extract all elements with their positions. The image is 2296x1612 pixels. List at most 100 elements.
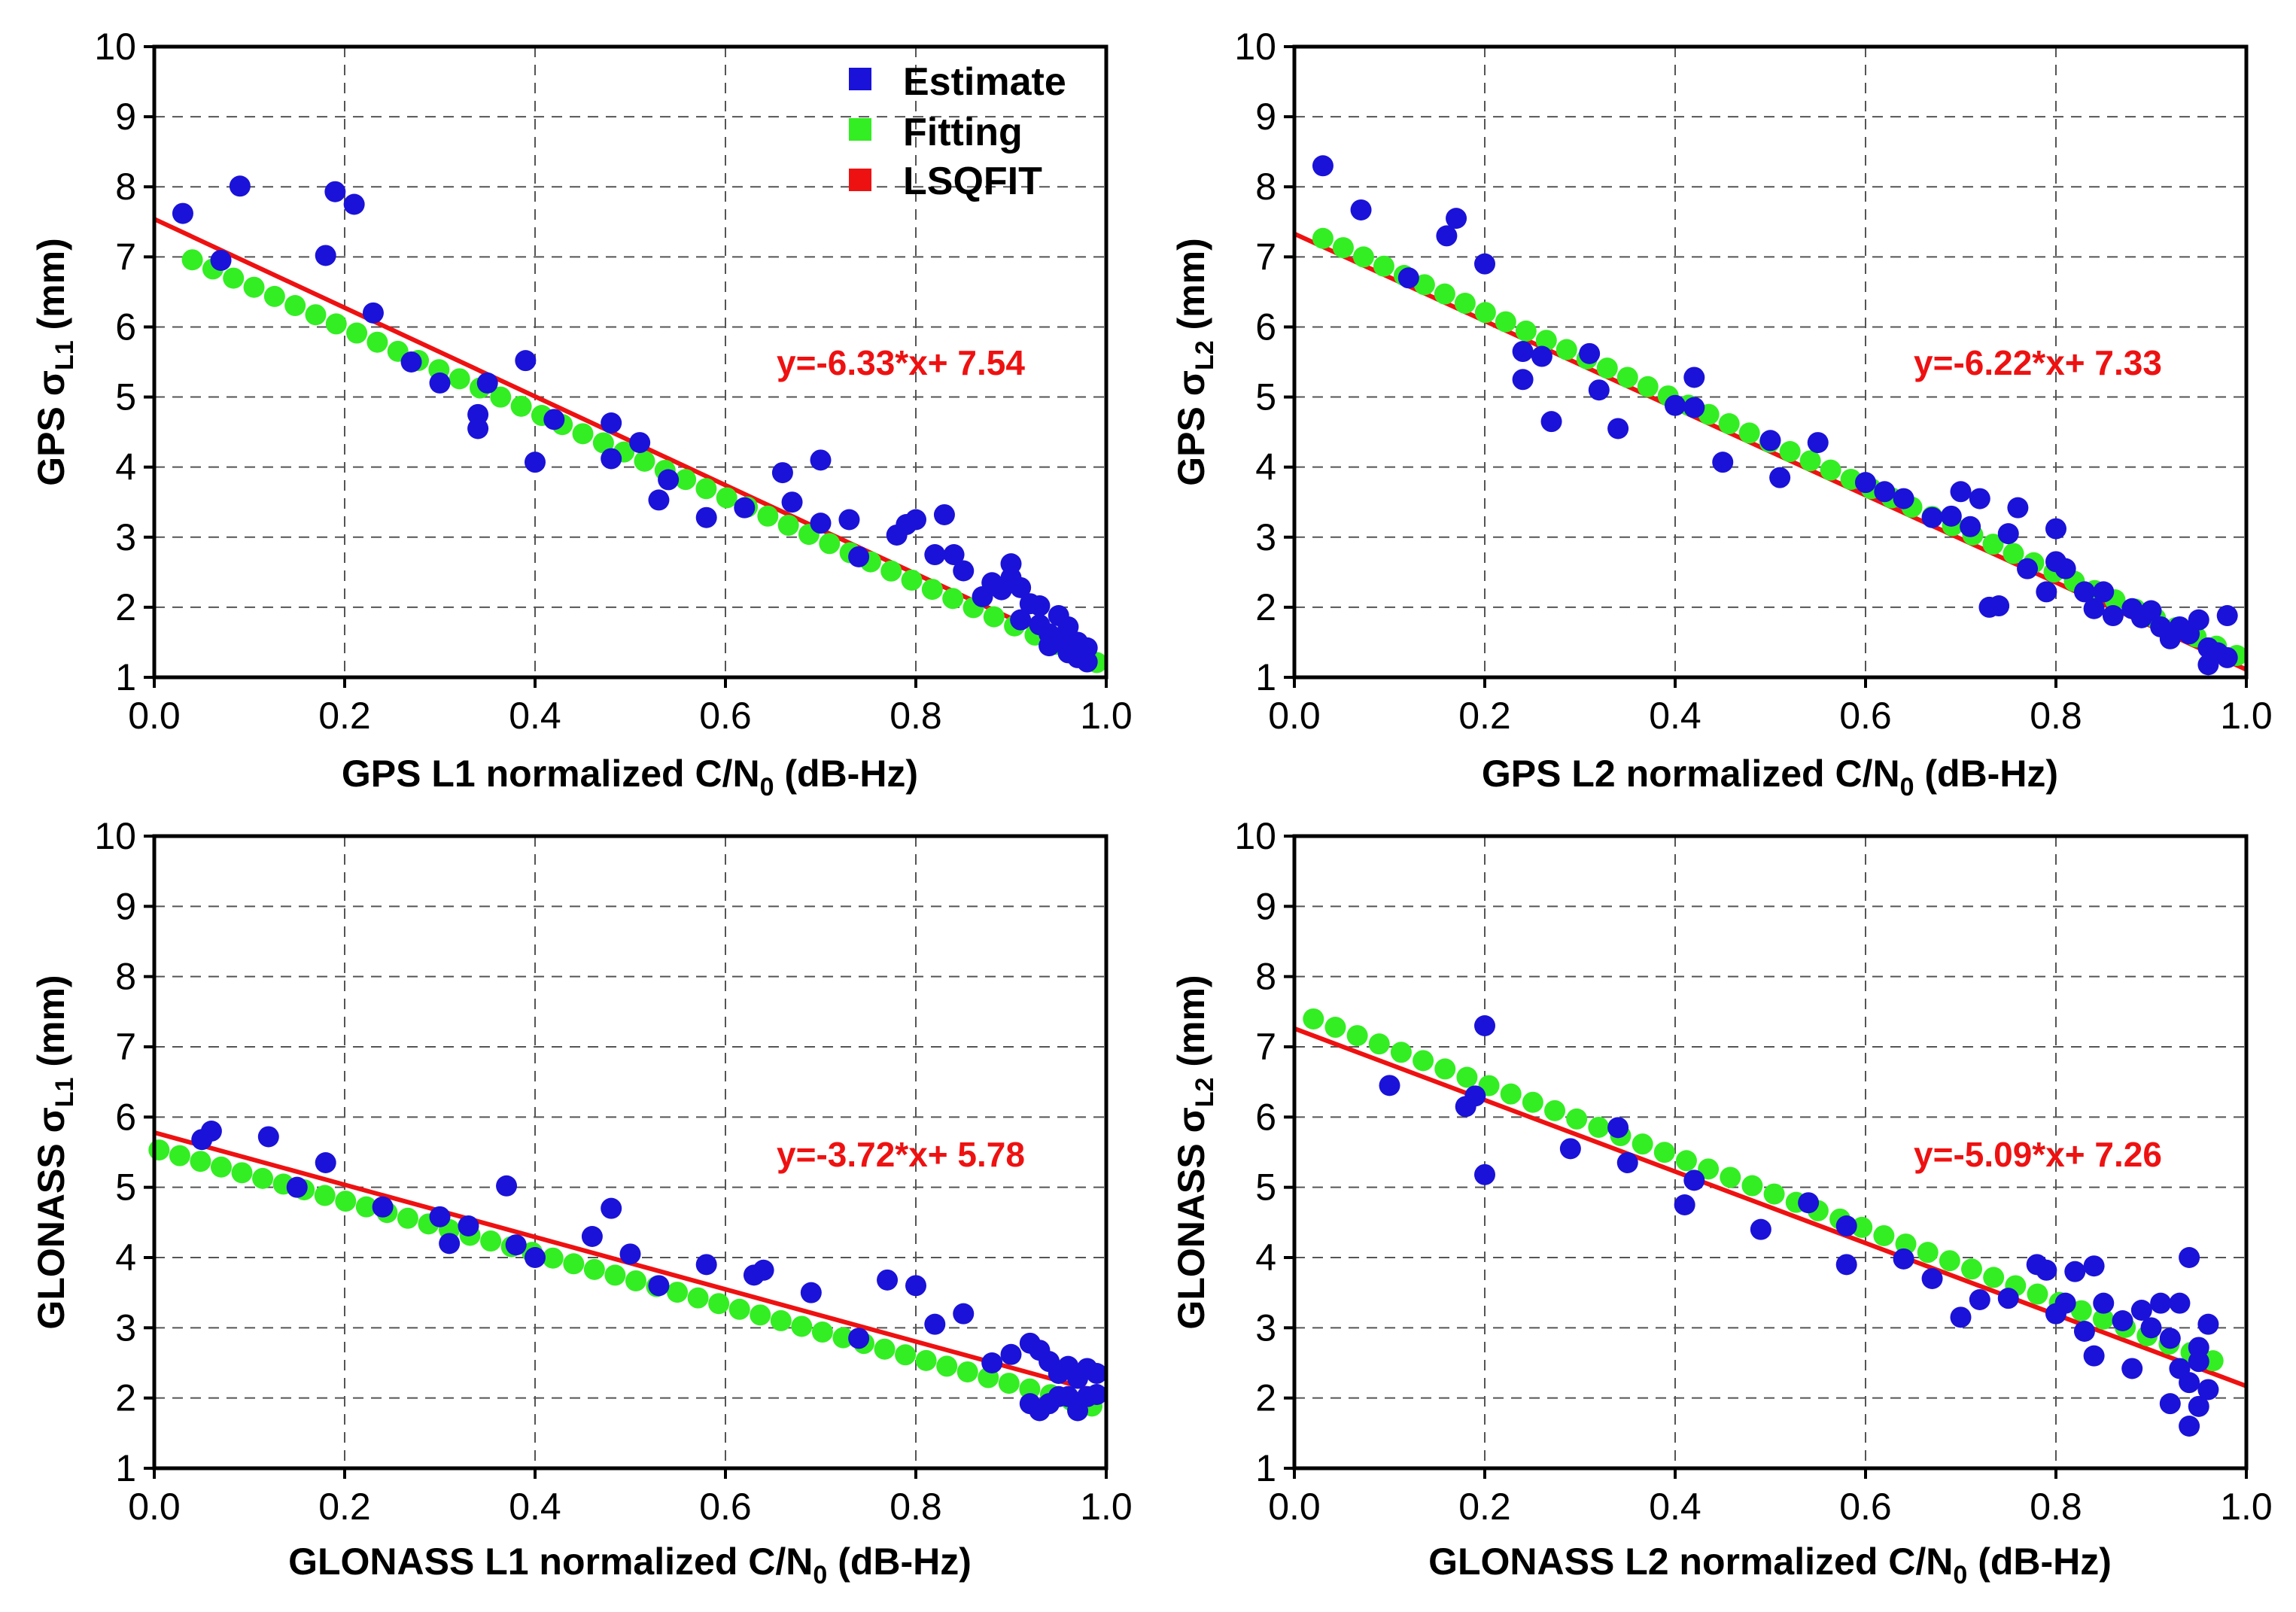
estimate-point	[2073, 581, 2095, 603]
estimate-point	[2102, 605, 2124, 627]
y-tick-label: 8	[1255, 166, 1276, 208]
estimate-point	[1350, 199, 1372, 221]
x-tick-label: 0.0	[128, 1486, 181, 1528]
legend-swatch-fitting	[849, 118, 871, 141]
plot-frame	[1292, 834, 2249, 1471]
estimate-point	[848, 546, 870, 567]
x-tick-label: 1.0	[2220, 1486, 2273, 1528]
fitting-point	[675, 469, 697, 491]
estimate-point	[1086, 1384, 1108, 1405]
fitting-point	[728, 1298, 750, 1320]
x-tick-label: 0.0	[1268, 1486, 1321, 1528]
x-tick-label: 0.0	[1268, 695, 1321, 737]
estimate-point	[2216, 646, 2238, 668]
y-tick-label: 9	[1255, 885, 1276, 927]
estimate-point	[943, 544, 965, 566]
y-axis-label: GPS σL2 (mm)	[1170, 238, 1219, 485]
estimate-point	[458, 1215, 479, 1236]
y-tick-label: 9	[115, 885, 136, 927]
fitting-point	[1698, 1158, 1720, 1180]
fitting-point	[757, 505, 779, 527]
estimate-point	[695, 1254, 717, 1276]
y-tick-label: 5	[1255, 376, 1276, 418]
y-tick-label: 2	[1255, 1377, 1276, 1419]
estimate-point	[400, 351, 422, 373]
estimate-point	[2036, 581, 2057, 603]
fitting-point	[1741, 1175, 1763, 1197]
fitting-point	[2003, 543, 2024, 564]
estimate-point	[1531, 345, 1552, 367]
fitting-point	[1820, 459, 1841, 481]
estimate-point	[800, 1282, 822, 1303]
estimate-point	[1683, 1169, 1705, 1191]
y-tick-label: 5	[1255, 1166, 1276, 1209]
estimate-point	[1464, 1085, 1486, 1107]
estimate-point	[1010, 576, 1032, 598]
estimate-point	[601, 1197, 622, 1219]
fitting-point	[1566, 1108, 1588, 1130]
fitting-point	[1653, 1142, 1675, 1163]
estimate-point	[1798, 1192, 1820, 1214]
plot-area	[1294, 47, 2246, 677]
estimate-point	[1750, 1218, 1771, 1240]
fitting-point	[716, 487, 737, 509]
estimate-point	[1665, 394, 1686, 416]
x-tick-label: 0.6	[699, 1486, 752, 1528]
estimate-point	[1446, 208, 1467, 230]
estimate-point	[2036, 1259, 2057, 1281]
estimate-point	[343, 193, 365, 215]
y-tick-label: 4	[1255, 1236, 1276, 1279]
y-tick-label: 10	[1234, 26, 1276, 68]
estimate-point	[1076, 651, 1098, 673]
fitting-point	[355, 1196, 377, 1218]
fitting-point	[1738, 422, 1760, 444]
plot-frame	[152, 834, 1108, 1471]
equation-label: y=-6.33*x+ 7.54	[777, 343, 1025, 382]
y-tick-label: 8	[115, 956, 136, 998]
fitting-point	[1983, 1267, 2005, 1288]
fitting-point	[1500, 1083, 1522, 1105]
x-tick-label: 0.2	[318, 695, 371, 737]
fitting-point	[921, 579, 943, 601]
fitting-point	[263, 285, 285, 307]
estimate-point	[2054, 1292, 2076, 1314]
fitting-point	[777, 514, 799, 536]
fitting-point	[1332, 237, 1354, 259]
y-tick-label: 10	[94, 815, 136, 857]
estimate-point	[439, 1233, 461, 1255]
fitting-point	[983, 606, 1005, 628]
estimate-point	[2140, 1317, 2162, 1339]
estimate-point	[505, 1234, 527, 1256]
fitting-point	[1434, 283, 1455, 305]
fitting-point	[1779, 441, 1801, 463]
estimate-point	[1712, 452, 1734, 473]
estimate-point	[1540, 411, 1562, 433]
y-tick-label: 5	[115, 1166, 136, 1209]
estimate-point	[1950, 481, 1972, 503]
estimate-point	[648, 1275, 670, 1297]
fitting-point	[1873, 1224, 1895, 1246]
fitting-point	[1637, 376, 1659, 397]
estimate-point	[172, 202, 193, 224]
panel-glonass-l2: 0.0 0.2 0.4 0.6 0.8 1.0 1 2 3 4 5 6 7 8 9 10 y=-5.09*x…	[1170, 815, 2273, 1589]
y-axis-label: GLONASS σL1 (mm)	[30, 975, 79, 1329]
estimate-point	[496, 1175, 518, 1197]
x-tick-label: 0.8	[2030, 695, 2082, 737]
x-axis-label: GPS L1 normalized C/N0 (dB-Hz)	[342, 753, 918, 801]
x-tick-label: 1.0	[1080, 695, 1133, 737]
estimate-point	[781, 491, 803, 513]
fitting-point	[542, 1247, 564, 1269]
estimate-point	[1940, 505, 1962, 527]
estimate-point	[1312, 155, 1334, 177]
legend-label-fitting: Fitting	[903, 111, 1023, 154]
estimate-point	[1616, 1152, 1638, 1173]
estimate-point	[257, 1126, 279, 1148]
equation-label: y=-3.72*x+ 5.78	[777, 1135, 1025, 1174]
fitting-point	[915, 1349, 937, 1371]
estimate-point	[1474, 1163, 1495, 1185]
fitting-point	[1763, 1183, 1785, 1205]
fitting-point	[480, 1230, 502, 1252]
fitting-point	[1917, 1242, 1939, 1264]
fitting-point	[1456, 1066, 1478, 1088]
estimate-point	[601, 412, 622, 434]
